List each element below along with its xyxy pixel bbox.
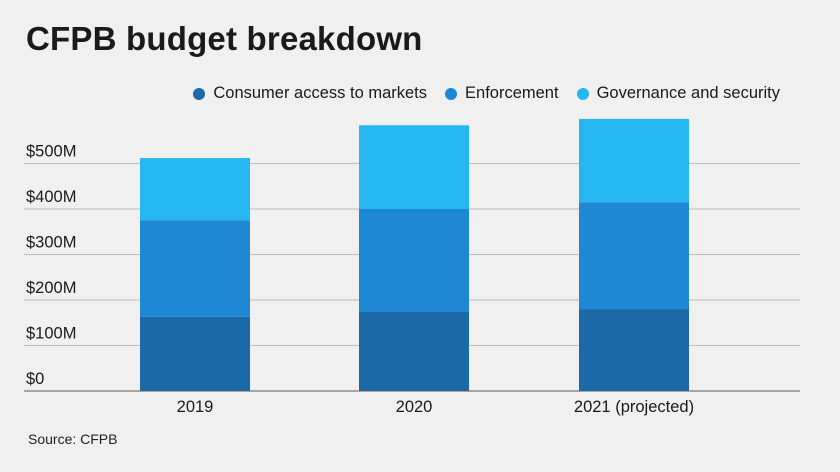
- legend-label-enforcement: Enforcement: [465, 84, 559, 102]
- legend: Consumer access to markets Enforcement G…: [193, 84, 780, 103]
- bar-segment: [579, 118, 689, 203]
- bar-segment: [359, 209, 469, 312]
- y-tick-label: $500M: [26, 143, 76, 161]
- legend-item-consumer: Consumer access to markets: [193, 84, 427, 103]
- x-tick-label: 2019: [177, 398, 214, 416]
- legend-label-governance: Governance and security: [596, 84, 780, 102]
- bar-segment: [579, 202, 689, 310]
- legend-swatch-consumer: [193, 87, 206, 100]
- bar-segment: [359, 125, 469, 209]
- y-tick-label: $300M: [26, 234, 76, 252]
- legend-item-governance: Governance and security: [576, 84, 780, 103]
- y-tick-label: $200M: [26, 279, 76, 297]
- source-note: Source: CFPB: [28, 431, 118, 447]
- legend-label-consumer: Consumer access to markets: [213, 84, 428, 102]
- legend-item-enforcement: Enforcement: [445, 84, 559, 103]
- legend-swatch-enforcement: [445, 87, 458, 100]
- legend-swatch-governance: [576, 87, 589, 100]
- bar-segment: [140, 158, 250, 221]
- chart-title: CFPB budget breakdown: [26, 20, 423, 57]
- y-tick-label: $400M: [26, 188, 76, 206]
- y-tick-label: $100M: [26, 325, 76, 343]
- x-tick-label: 2020: [396, 398, 433, 416]
- bar-segment: [579, 309, 689, 391]
- bar-segment: [140, 316, 250, 391]
- bar-segment: [359, 311, 469, 391]
- x-tick-label: 2021 (projected): [574, 398, 694, 416]
- bar-segment: [140, 220, 250, 317]
- y-tick-label: $0: [26, 370, 44, 388]
